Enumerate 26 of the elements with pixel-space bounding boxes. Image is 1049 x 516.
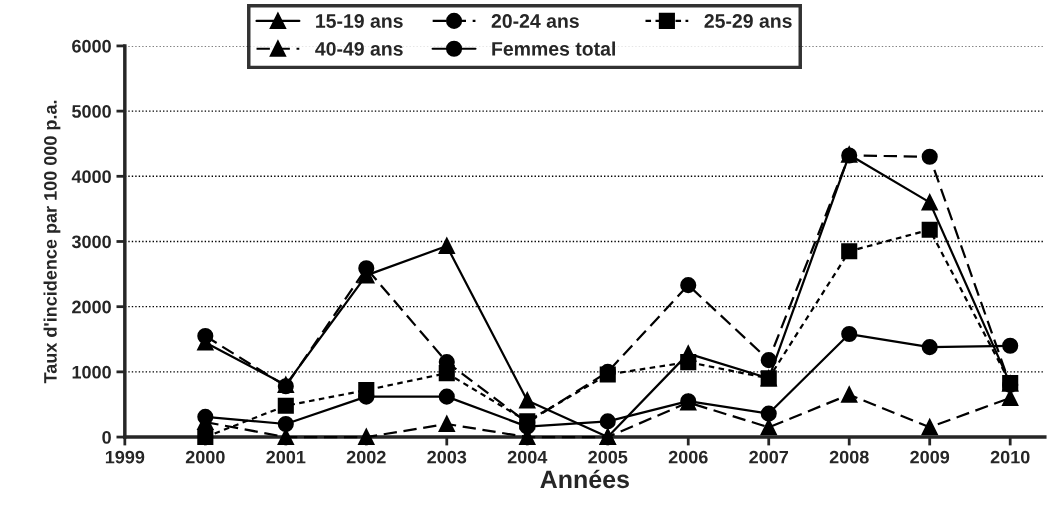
- x-axis-title: Années: [540, 469, 629, 489]
- x-tick-label: 2010: [990, 450, 1030, 464]
- y-tick-label: 0: [102, 430, 111, 444]
- y-tick-label: 4000: [71, 170, 111, 184]
- x-tick-label: 2005: [588, 450, 628, 464]
- x-tick-label: 1999: [105, 450, 145, 464]
- x-tick-label: 2009: [910, 450, 950, 464]
- x-tick-label: 2008: [829, 450, 869, 464]
- y-tick-label: 2000: [72, 300, 111, 314]
- legend-label: 15-19 ans: [316, 14, 403, 28]
- x-tick-label: 2003: [427, 450, 467, 464]
- x-tick-label: 2002: [346, 450, 386, 464]
- y-tick-label: 1000: [72, 365, 111, 379]
- legend-label: 25-29 ans: [704, 14, 792, 28]
- y-tick-label: 5000: [72, 105, 111, 118]
- x-tick-label: 2004: [507, 450, 548, 464]
- y-tick-label: 6000: [72, 39, 111, 53]
- x-tick-label: 2007: [749, 450, 789, 464]
- y-axis-title: Taux d'incidence par 100 000 p.a.: [43, 100, 61, 384]
- legend-label: 20-24 ans: [491, 14, 579, 28]
- x-tick-label: 2001: [266, 450, 306, 464]
- legend-label: 40-49 ans: [315, 41, 403, 56]
- x-tick-label: 2006: [668, 450, 708, 464]
- x-tick-label: 2000: [185, 450, 225, 464]
- legend-label: Femmes total: [492, 41, 615, 56]
- y-tick-label: 3000: [71, 235, 111, 249]
